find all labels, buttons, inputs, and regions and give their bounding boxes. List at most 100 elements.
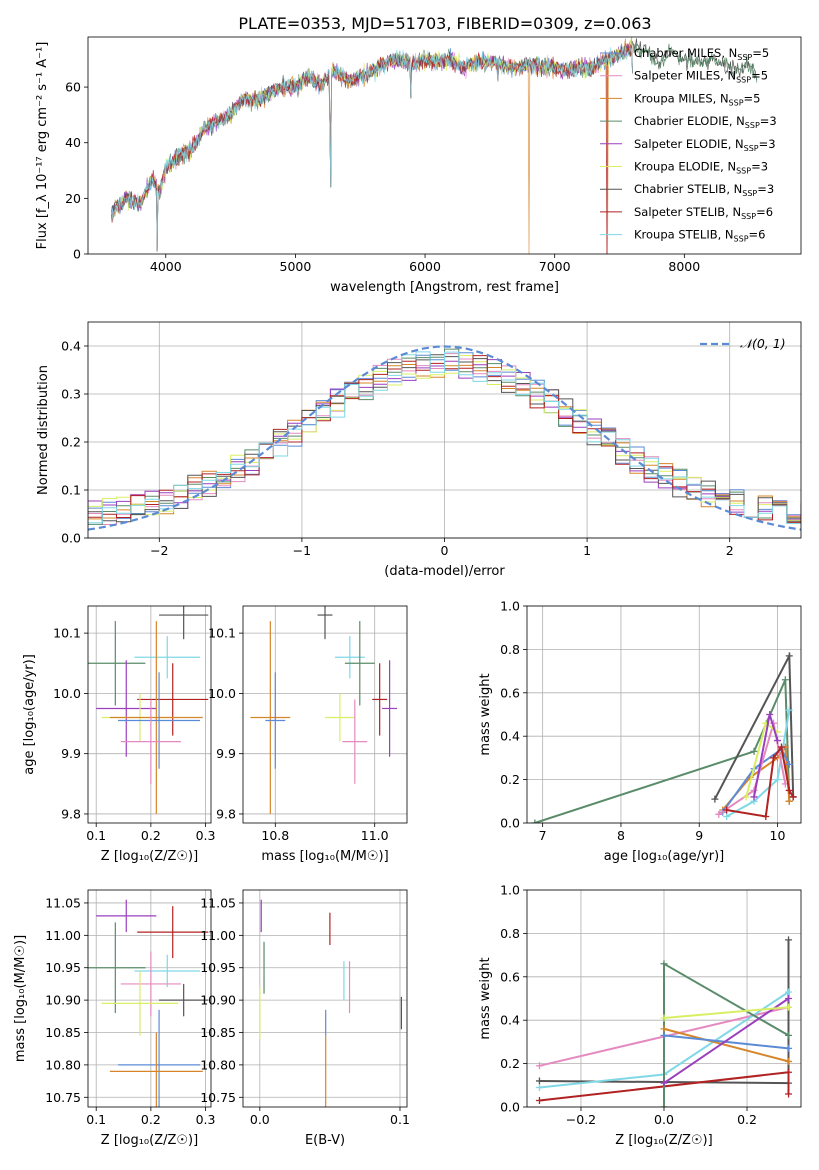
histogram-kroupa-stelib bbox=[88, 351, 801, 527]
x-tick-label: 7 bbox=[539, 828, 547, 843]
y-axis-label: mass [log₁₀(M/M☉)] bbox=[13, 935, 28, 1062]
axes-border bbox=[87, 605, 212, 824]
axes-frame: 4000 5000 6000 7000 8000 0 20 40 60 wavelength [A… bbox=[35, 36, 802, 295]
legend-entry: Salpeter STELIB, NSSP=6 bbox=[634, 205, 773, 221]
x-tick-label: 10 bbox=[770, 828, 786, 843]
x-tick-label: 0.0 bbox=[654, 1112, 674, 1127]
x-axis-label: Z [log₁₀(Z/Z☉)] bbox=[101, 1133, 198, 1148]
x-tick-label: −2 bbox=[150, 543, 168, 558]
y-tick-label: 10.85 bbox=[200, 1025, 236, 1040]
x-tick-label: 4000 bbox=[150, 259, 182, 274]
series-marker bbox=[660, 1079, 668, 1087]
y-tick-label: 9.9 bbox=[61, 746, 81, 761]
legend-entry-subscript: SSP bbox=[729, 98, 744, 107]
series-line bbox=[663, 997, 790, 1084]
series-marker bbox=[777, 743, 785, 751]
series-marker bbox=[742, 793, 750, 801]
y-tick-label: 0.6 bbox=[500, 969, 520, 984]
x-axis-label: age [log₁₀(age/yr)] bbox=[604, 849, 725, 864]
series-marker bbox=[660, 1025, 668, 1033]
series-marker bbox=[785, 652, 793, 660]
y-tick-label: 10.75 bbox=[45, 1090, 81, 1105]
x-axis-label: mass [log₁₀(M/M☉)] bbox=[261, 849, 388, 864]
y-tick-label: 20 bbox=[65, 191, 81, 206]
y-tick-label: 10.75 bbox=[200, 1090, 236, 1105]
legend-entry: Kroupa STELIB, NSSP=6 bbox=[634, 228, 765, 244]
axes-border bbox=[242, 889, 408, 1108]
errorbar-points bbox=[259, 899, 402, 1107]
y-tick-label: 0.1 bbox=[61, 483, 81, 498]
series-marker bbox=[774, 776, 782, 784]
series-line bbox=[663, 1006, 789, 1019]
plot-area bbox=[88, 606, 209, 814]
series-marker bbox=[750, 793, 758, 801]
errorbar-salpeter-elodie bbox=[96, 660, 157, 757]
legend-entry: Salpeter ELODIE, NSSP=3 bbox=[634, 137, 776, 153]
errorbar-chabrier-elodie bbox=[88, 621, 146, 706]
legend-entry-subscript: SSP bbox=[736, 76, 751, 85]
errorbar-salpeter-miles bbox=[120, 699, 181, 784]
series-salpeter-stelib bbox=[535, 1068, 793, 1104]
x-tick-label: 6000 bbox=[409, 259, 441, 274]
series-marker bbox=[535, 1077, 543, 1085]
series-marker bbox=[723, 812, 731, 820]
x-tick-label: 0.3 bbox=[196, 1112, 216, 1127]
legend-entry-label: Salpeter STELIB, N bbox=[634, 205, 741, 219]
histograms bbox=[88, 345, 801, 531]
x-tick-label: 0.3 bbox=[196, 828, 216, 843]
series-marker bbox=[785, 1057, 793, 1065]
legend-entry-subscript: SSP bbox=[741, 212, 756, 221]
series-marker bbox=[660, 1031, 668, 1039]
y-tick-label: 10.80 bbox=[200, 1057, 236, 1072]
legend-entry: Kroupa MILES, NSSP=5 bbox=[634, 91, 760, 107]
y-tick-label: 0.8 bbox=[500, 642, 520, 657]
series-marker bbox=[781, 676, 789, 684]
legend-entry: Chabrier ELODIE, NSSP=3 bbox=[634, 114, 777, 130]
axes-border bbox=[87, 36, 802, 255]
series-marker bbox=[660, 1014, 668, 1022]
y-tick-label: 10.0 bbox=[208, 686, 236, 701]
panel-mass-vs-Z: 0.1 0.2 0.3 10.75 10.80 10.85 10.90 10.95 11.00 1… bbox=[13, 889, 216, 1148]
x-axis-label: Z [log₁₀(Z/Z☉)] bbox=[615, 1133, 712, 1148]
axes-border bbox=[242, 605, 408, 824]
series-marker bbox=[660, 960, 668, 968]
y-tick-label: 0.6 bbox=[500, 685, 520, 700]
errorbar-points bbox=[250, 606, 398, 814]
legend-entry-subscript: SSP bbox=[736, 167, 751, 176]
errorbar-chabrier-stelib bbox=[159, 606, 209, 640]
series-salpeter-elodie bbox=[660, 995, 793, 1087]
series-marker bbox=[750, 747, 758, 755]
y-tick-label: 0.2 bbox=[500, 1056, 520, 1071]
y-tick-label: 9.8 bbox=[216, 806, 236, 821]
series-marker bbox=[785, 1044, 793, 1052]
x-axis-label: wavelength [Angstrom, rest frame] bbox=[330, 280, 559, 295]
x-axis-label: Z [log₁₀(Z/Z☉)] bbox=[101, 849, 198, 864]
series-marker bbox=[766, 711, 774, 718]
errorbar-chabrier-miles bbox=[118, 672, 201, 769]
y-tick-label: 9.9 bbox=[216, 746, 236, 761]
series-line bbox=[726, 744, 795, 818]
series-marker bbox=[785, 760, 793, 768]
axes-frame: −2 −1 0 1 2 0.0 0.1 0.2 0.3 0.4 (data-model)/error… bbox=[36, 321, 802, 579]
y-tick-label: 0.3 bbox=[61, 387, 81, 402]
errorbar-chabrier-stelib bbox=[317, 606, 333, 640]
x-tick-label: 2 bbox=[726, 543, 734, 558]
y-tick-label: 0.4 bbox=[61, 339, 81, 354]
errorbar-salpeter-stelib bbox=[372, 663, 388, 736]
spectrum-lines bbox=[110, 37, 758, 254]
weight-series bbox=[535, 936, 793, 1107]
y-tick-label: 0.4 bbox=[500, 729, 520, 744]
residuals-legend: 𝒩(0, 1) bbox=[700, 336, 786, 351]
errorbar-kroupa-miles bbox=[250, 621, 291, 814]
x-tick-label: −0.2 bbox=[566, 1112, 596, 1127]
series-marker bbox=[785, 786, 793, 794]
y-tick-label: 11.00 bbox=[200, 928, 236, 943]
x-axis-label: (data-model)/error bbox=[384, 564, 505, 579]
series-marker bbox=[762, 812, 770, 820]
weight-series bbox=[531, 652, 797, 823]
legend-entry-label: Salpeter MILES, N bbox=[634, 69, 736, 83]
axes-frame: 0.1 0.2 0.3 10.75 10.80 10.85 10.90 10.95 11.00 1… bbox=[13, 889, 216, 1148]
series-marker bbox=[535, 1096, 543, 1104]
plot-area bbox=[88, 345, 801, 531]
